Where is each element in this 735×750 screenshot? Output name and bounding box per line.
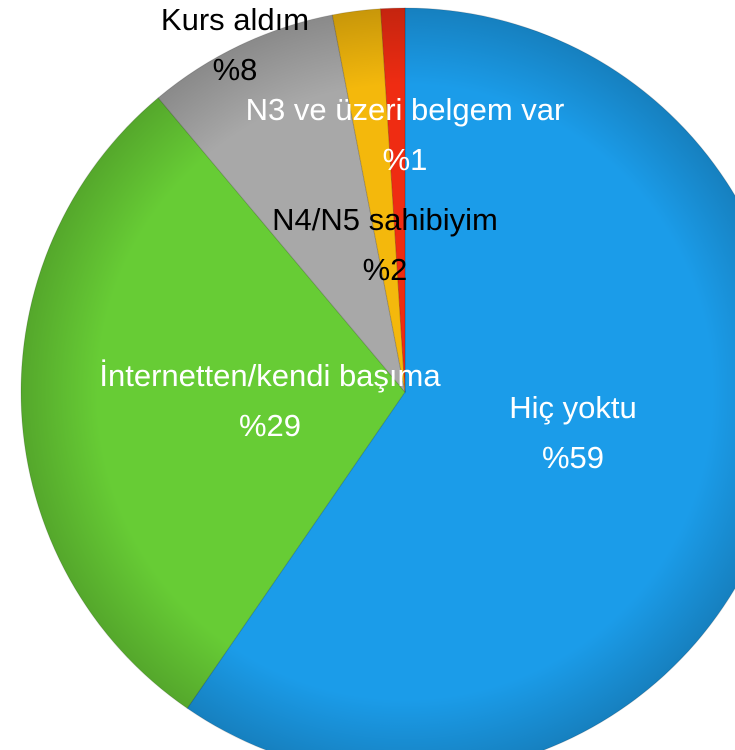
slice-category-label: Hiç yoktu bbox=[509, 390, 636, 425]
slice-value-label: %2 bbox=[363, 252, 408, 287]
slice-category-label: N4/N5 sahibiyim bbox=[272, 202, 498, 237]
labels: Hiç yoktu %59 İnternetten/kendi başıma %29 K… bbox=[99, 2, 636, 475]
slice-value-label: %1 bbox=[383, 142, 428, 177]
slice-category-label: Kurs aldım bbox=[161, 2, 309, 37]
slice-category-label: N3 ve üzeri belgem var bbox=[246, 92, 565, 127]
slice-value-label: %8 bbox=[213, 52, 258, 87]
slice-category-label: İnternetten/kendi başıma bbox=[99, 358, 441, 393]
slice-value-label: %29 bbox=[239, 408, 301, 443]
slice-value-label: %59 bbox=[542, 440, 604, 475]
